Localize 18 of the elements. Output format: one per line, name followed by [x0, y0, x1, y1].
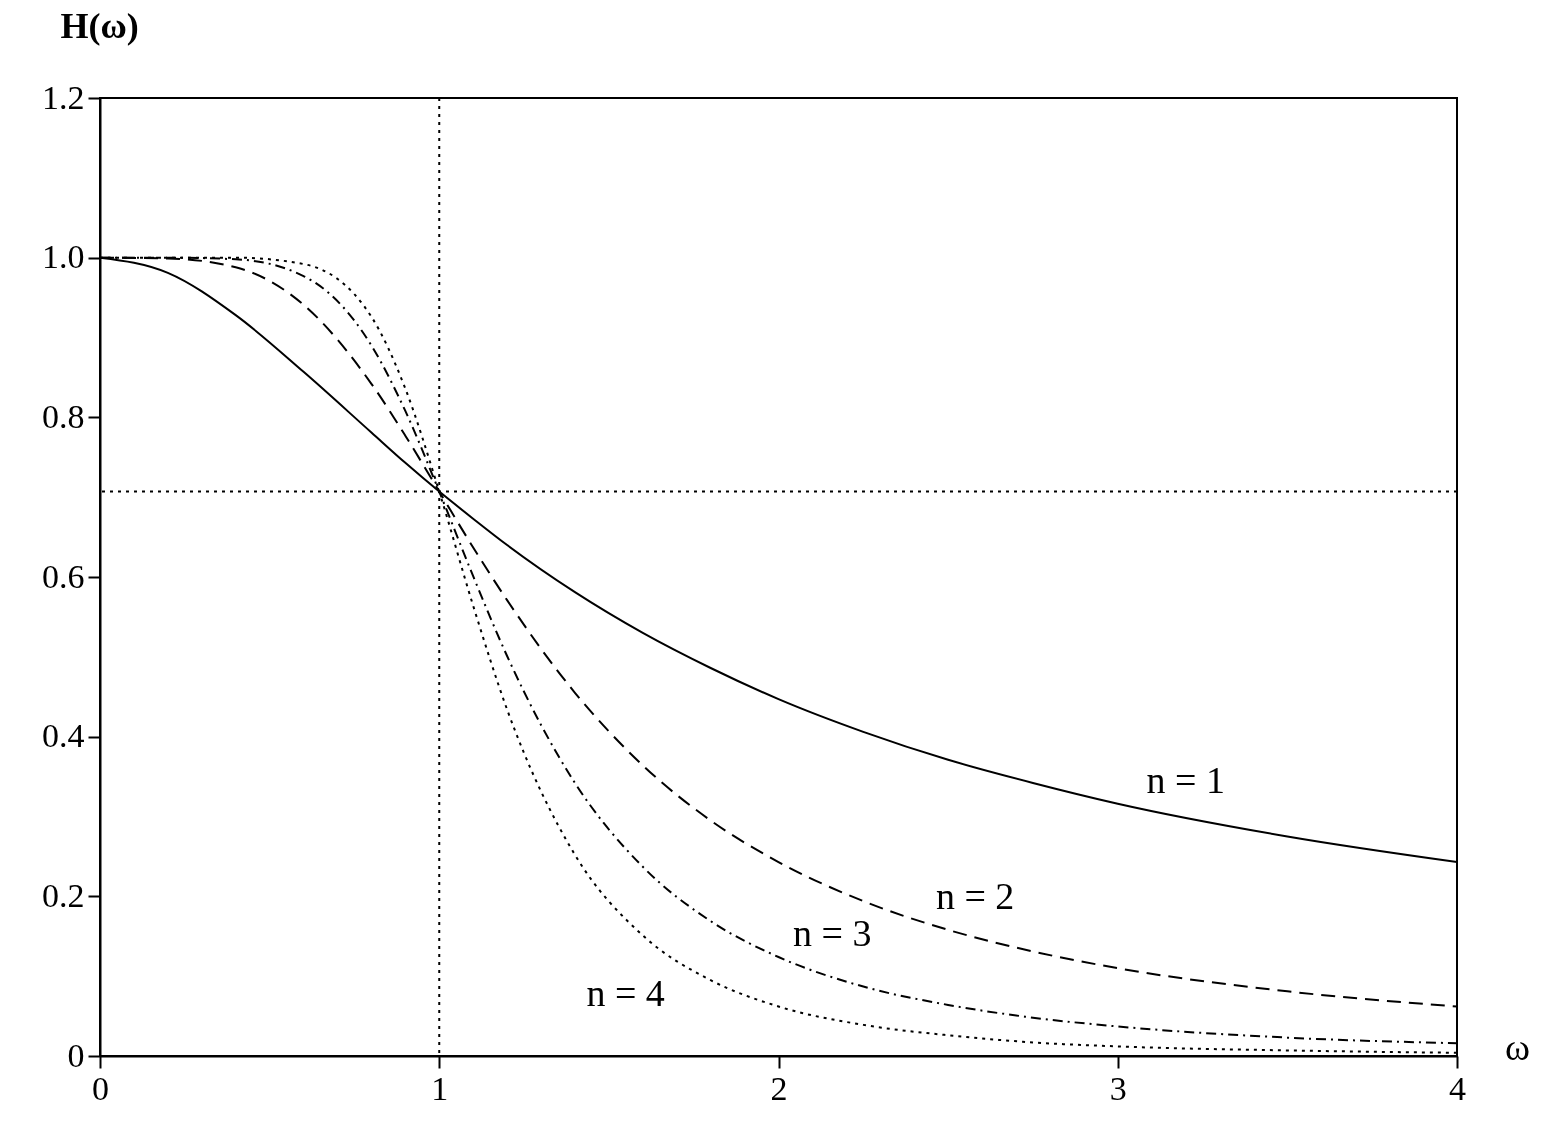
x-tick-label: 3 [1109, 1069, 1127, 1107]
y-tick-label: 0.6 [42, 557, 85, 595]
y-tick-label: 0.4 [42, 717, 85, 755]
y-tick-label: 0.8 [42, 397, 85, 435]
x-axis-title: ω [1504, 1025, 1531, 1068]
y-tick-label: 1.2 [42, 78, 85, 116]
x-tick-label: 1 [431, 1069, 449, 1107]
y-tick-label: 0 [67, 1036, 85, 1074]
x-tick-label: 4 [1449, 1069, 1466, 1107]
y-axis-title: H(ω) [60, 5, 139, 46]
series-label: n = 1 [1146, 758, 1225, 801]
y-tick-label: 1.0 [42, 238, 85, 276]
y-tick-label: 0.2 [42, 876, 85, 914]
series-label: n = 3 [793, 911, 872, 954]
series-label: n = 4 [586, 972, 665, 1015]
series-label: n = 2 [935, 874, 1015, 917]
x-tick-label: 2 [770, 1069, 788, 1107]
x-tick-label: 0 [92, 1069, 109, 1107]
